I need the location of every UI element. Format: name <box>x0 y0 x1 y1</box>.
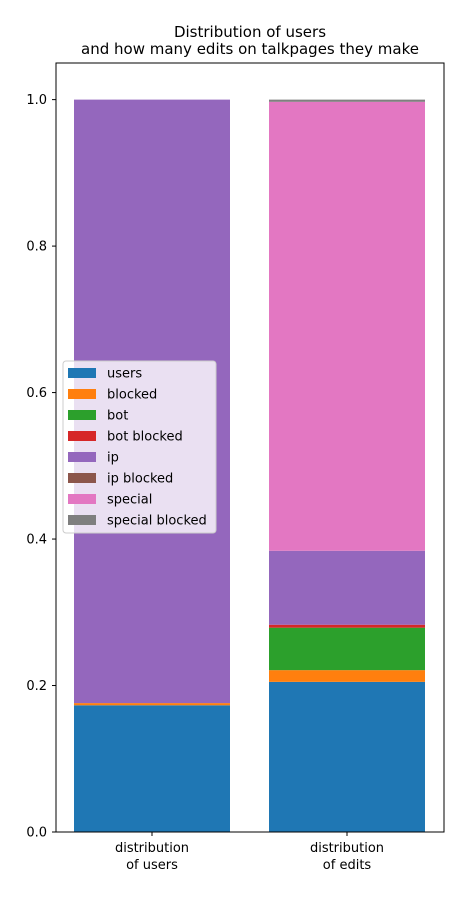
x-category-label: distribution <box>310 841 384 856</box>
bar-segment-blocked-1 <box>74 703 230 706</box>
bar-segment-users-2 <box>269 681 425 832</box>
legend-label: ip <box>107 451 119 466</box>
bar-segment-bot-2 <box>269 627 425 671</box>
legend-swatch <box>68 473 96 483</box>
legend-swatch <box>68 368 96 378</box>
legend-label: ip blocked <box>107 472 173 487</box>
chart-title-line-2: and how many edits on talkpages they mak… <box>81 40 419 58</box>
legend-swatch <box>68 431 96 441</box>
bars-group <box>74 99 425 832</box>
y-tick-label: 0.4 <box>26 533 47 548</box>
bar-segment-blocked-2 <box>269 670 425 682</box>
legend-label: blocked <box>107 388 157 403</box>
bar-segment-special-2 <box>269 101 425 551</box>
x-axis: distribution of users distribution of edits <box>115 832 384 873</box>
bar-segment-special-blocked-2 <box>269 99 425 102</box>
legend-swatch <box>68 494 96 504</box>
legend-swatch <box>68 452 96 462</box>
x-category-label: of edits <box>323 858 372 873</box>
y-axis: 0.0 0.2 0.4 0.6 0.8 1.0 <box>26 93 56 841</box>
x-category-label: distribution <box>115 841 189 856</box>
legend-box <box>62 360 217 534</box>
legend-label: special <box>107 493 152 508</box>
y-tick-label: 1.0 <box>26 93 47 108</box>
legend: users blocked bot bot blocked ip ip blocked sp… <box>62 360 217 534</box>
y-tick-label: 0.2 <box>26 679 47 694</box>
legend-label: special blocked <box>107 514 207 529</box>
legend-swatch <box>68 410 96 420</box>
legend-label: bot blocked <box>107 430 183 445</box>
bar-segment-bot-blocked-2 <box>269 624 425 628</box>
legend-label: bot <box>107 409 128 424</box>
bar-segment-ip-2 <box>269 550 425 625</box>
y-tick-label: 0.6 <box>26 386 47 401</box>
y-tick-label: 0.8 <box>26 240 47 255</box>
plot-frame <box>55 62 445 833</box>
legend-swatch <box>68 389 96 399</box>
bar-segment-users-1 <box>74 705 230 832</box>
legend-swatch <box>68 515 96 525</box>
chart-title-line-1: Distribution of users <box>174 23 326 41</box>
legend-label: users <box>107 367 142 382</box>
y-tick-label: 0.0 <box>26 826 47 841</box>
x-category-label: of users <box>126 858 178 873</box>
